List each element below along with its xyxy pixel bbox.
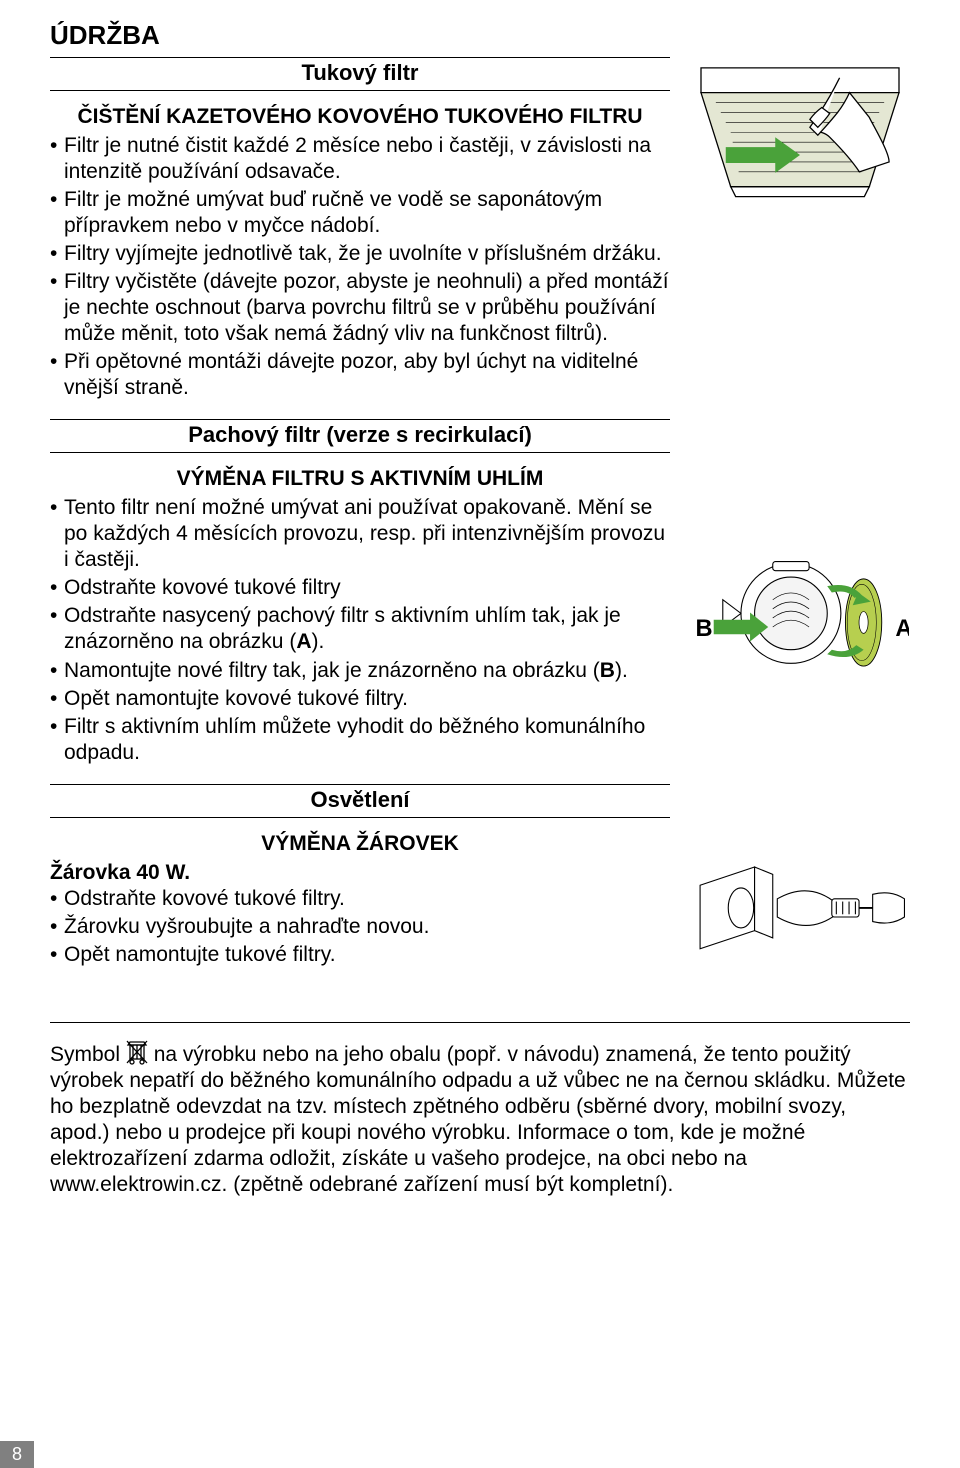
- rule: [50, 452, 670, 453]
- list-item: Odstraňte kovové tukové filtry: [50, 575, 670, 601]
- odor-list: Tento filtr není možné umývat ani použív…: [50, 495, 670, 765]
- illustration-grease-filter: [690, 57, 910, 257]
- list-item: Odstraňte nasycený pachový filtr s aktiv…: [50, 603, 670, 655]
- page-title: ÚDRŽBA: [50, 20, 910, 51]
- section-title-grease: Tukový filtr: [50, 58, 670, 90]
- list-item: Tento filtr není možné umývat ani použív…: [50, 495, 670, 573]
- svg-text:A: A: [895, 616, 910, 642]
- list-item: Filtry vyčistěte (dávejte pozor, abyste …: [50, 269, 670, 347]
- list-item: Filtry vyjímejte jednotlivě tak, že je u…: [50, 241, 670, 267]
- list-item: Filtr s aktivním uhlím můžete vyhodit do…: [50, 714, 670, 766]
- light-list: Odstraňte kovové tukové filtry. Žárovku …: [50, 886, 670, 968]
- rule: [50, 817, 670, 818]
- list-item: Filtr je možné umývat buď ručně ve vodě …: [50, 187, 670, 239]
- section-subtitle-odor: VÝMĚNA FILTRU S AKTIVNÍM UHLÍM: [50, 467, 670, 491]
- section-subtitle-grease: ČIŠTĚNÍ KAZETOVÉHO KOVOVÉHO TUKOVÉHO FIL…: [50, 105, 670, 129]
- footer-paragraph: Symbol na výrobku nebo na jeho obalu (po…: [50, 1039, 910, 1198]
- section-title-light: Osvětlení: [50, 785, 670, 817]
- list-item: Při opětovné montáži dávejte pozor, aby …: [50, 349, 670, 401]
- rule: [50, 90, 670, 91]
- section-subtitle-light: VÝMĚNA ŽÁROVEK: [50, 832, 670, 856]
- list-item: Filtr je nutné čistit každé 2 měsíce neb…: [50, 133, 670, 185]
- list-item: Žárovku vyšroubujte a nahraďte novou.: [50, 914, 670, 940]
- svg-text:B: B: [696, 616, 713, 642]
- list-item: Namontujte nové filtry tak, jak je znázo…: [50, 658, 670, 684]
- label-a: A: [296, 630, 311, 653]
- list-item: Opět namontujte kovové tukové filtry.: [50, 686, 670, 712]
- weee-icon: [126, 1039, 148, 1065]
- list-item: Opět namontujte tukové filtry.: [50, 942, 670, 968]
- list-item: Odstraňte kovové tukové filtry.: [50, 886, 670, 912]
- page-number: 8: [0, 1441, 34, 1468]
- label-b: B: [600, 659, 615, 682]
- grease-list: Filtr je nutné čistit každé 2 měsíce neb…: [50, 133, 670, 401]
- light-lead: Žárovka 40 W.: [50, 861, 190, 884]
- section-title-odor: Pachový filtr (verze s recirkulací): [50, 420, 670, 452]
- illustration-lamp: [690, 842, 910, 992]
- illustration-carbon-filter: B A: [690, 527, 910, 727]
